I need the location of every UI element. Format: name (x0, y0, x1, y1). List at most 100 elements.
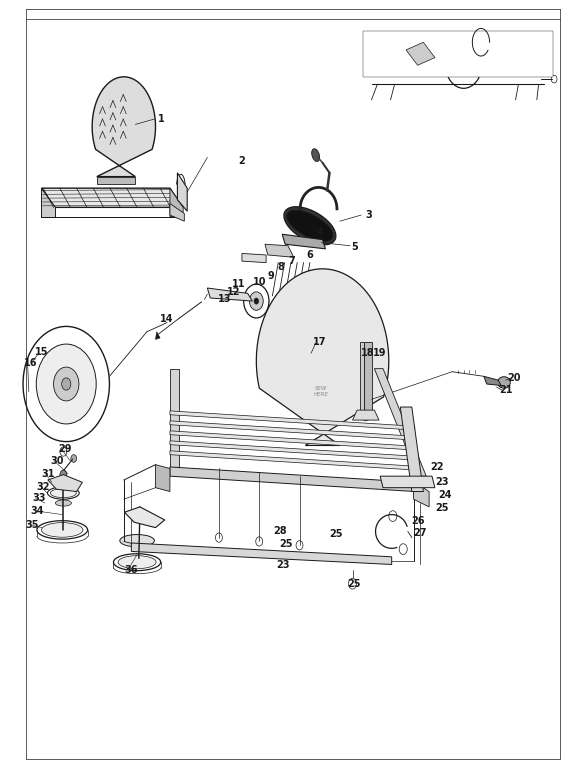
Text: 19: 19 (373, 348, 387, 359)
Text: 8: 8 (278, 262, 285, 273)
Text: 36: 36 (124, 564, 138, 575)
Text: 32: 32 (36, 482, 50, 492)
Circle shape (361, 409, 370, 421)
Circle shape (399, 544, 407, 554)
Polygon shape (41, 188, 183, 207)
Polygon shape (406, 42, 435, 65)
Polygon shape (282, 234, 325, 249)
Polygon shape (170, 451, 415, 470)
Circle shape (60, 447, 67, 456)
Polygon shape (177, 173, 187, 211)
Circle shape (249, 292, 263, 310)
Text: 23: 23 (276, 560, 290, 571)
Text: 10: 10 (252, 276, 266, 287)
Circle shape (244, 284, 269, 318)
Text: 5: 5 (351, 242, 358, 253)
Text: 14: 14 (160, 313, 174, 324)
Text: 31: 31 (41, 468, 55, 479)
Ellipse shape (37, 521, 88, 539)
Polygon shape (48, 475, 82, 492)
Text: 26: 26 (411, 515, 425, 526)
Polygon shape (353, 410, 379, 420)
Polygon shape (170, 369, 179, 468)
Text: 6: 6 (306, 250, 313, 260)
Polygon shape (256, 269, 389, 445)
Ellipse shape (498, 377, 510, 389)
Circle shape (254, 298, 259, 304)
Polygon shape (484, 376, 501, 386)
Polygon shape (363, 31, 553, 77)
Circle shape (215, 533, 222, 542)
Circle shape (389, 511, 397, 521)
Text: 24: 24 (438, 490, 452, 501)
Circle shape (54, 367, 79, 401)
Text: 22: 22 (430, 462, 444, 472)
Polygon shape (374, 369, 426, 476)
Text: SEW
HERE: SEW HERE (314, 386, 329, 397)
Polygon shape (131, 543, 392, 564)
Ellipse shape (118, 556, 156, 568)
Circle shape (71, 455, 77, 462)
Ellipse shape (113, 554, 161, 571)
Ellipse shape (496, 49, 518, 66)
Polygon shape (92, 77, 156, 177)
Polygon shape (265, 244, 294, 257)
Text: 16: 16 (24, 358, 37, 369)
Polygon shape (380, 476, 435, 488)
Text: 35: 35 (25, 520, 39, 531)
Text: 33: 33 (32, 493, 46, 504)
Circle shape (256, 537, 263, 546)
Polygon shape (41, 188, 55, 217)
Ellipse shape (55, 500, 71, 506)
Polygon shape (124, 507, 165, 528)
Circle shape (420, 479, 427, 488)
Text: 27: 27 (414, 528, 427, 538)
Polygon shape (97, 177, 135, 184)
Ellipse shape (51, 488, 76, 498)
Ellipse shape (47, 487, 79, 499)
Polygon shape (170, 431, 415, 450)
Text: 23: 23 (435, 476, 449, 487)
Polygon shape (170, 421, 415, 440)
Circle shape (388, 477, 395, 486)
Circle shape (36, 344, 96, 424)
Polygon shape (156, 465, 170, 492)
Polygon shape (364, 342, 372, 415)
Circle shape (60, 470, 67, 479)
Circle shape (23, 326, 109, 442)
Ellipse shape (284, 207, 336, 245)
Polygon shape (170, 411, 415, 430)
Text: 28: 28 (274, 526, 287, 537)
Text: 1: 1 (158, 114, 165, 124)
Polygon shape (170, 441, 415, 460)
Text: 4: 4 (316, 227, 323, 237)
Text: 25: 25 (279, 538, 293, 549)
Text: 25: 25 (347, 578, 361, 589)
Text: 2: 2 (238, 156, 245, 167)
Text: 25: 25 (329, 528, 343, 539)
Text: 12: 12 (226, 286, 240, 297)
Text: 15: 15 (35, 346, 48, 357)
Text: 20: 20 (507, 372, 521, 383)
Polygon shape (170, 188, 183, 217)
Polygon shape (242, 253, 266, 263)
Polygon shape (360, 342, 364, 415)
Text: 29: 29 (58, 444, 71, 455)
Text: 13: 13 (218, 293, 232, 304)
Circle shape (62, 378, 71, 390)
Circle shape (296, 541, 303, 550)
Text: 17: 17 (313, 336, 327, 347)
Ellipse shape (41, 523, 83, 538)
Polygon shape (207, 288, 252, 301)
Text: 21: 21 (499, 385, 513, 396)
Ellipse shape (287, 210, 333, 241)
Text: 30: 30 (51, 455, 65, 466)
Polygon shape (400, 407, 423, 492)
Text: 7: 7 (288, 256, 295, 266)
Ellipse shape (312, 149, 320, 161)
Polygon shape (414, 482, 429, 507)
Text: 9: 9 (267, 271, 274, 282)
Polygon shape (170, 467, 415, 492)
Polygon shape (170, 204, 184, 221)
Text: 18: 18 (361, 348, 374, 359)
